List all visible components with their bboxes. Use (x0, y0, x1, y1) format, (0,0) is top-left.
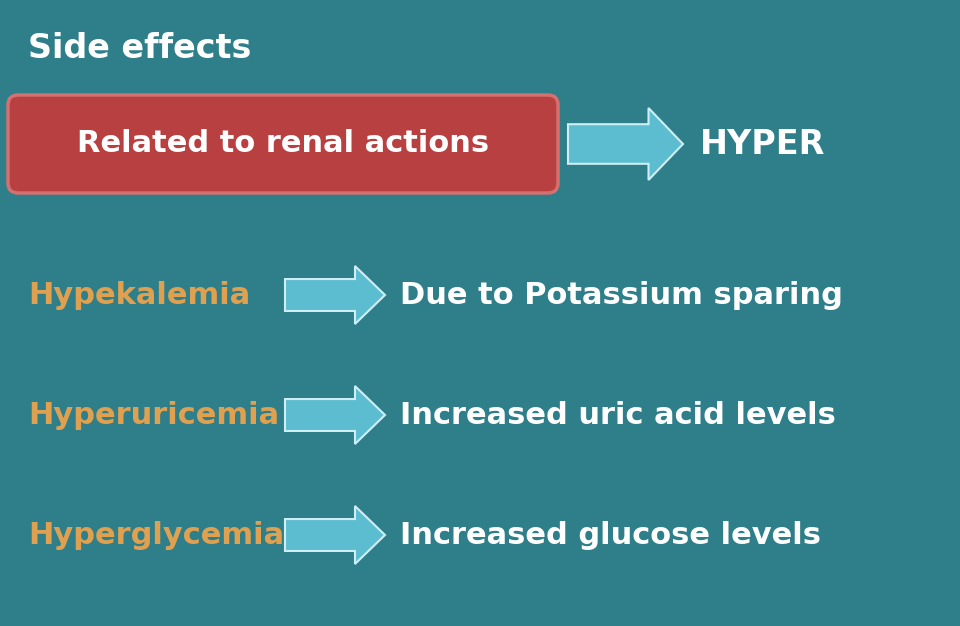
Polygon shape (568, 108, 683, 180)
Text: Increased uric acid levels: Increased uric acid levels (400, 401, 836, 429)
Text: Hypekalemia: Hypekalemia (28, 280, 251, 309)
Polygon shape (285, 386, 385, 444)
Text: HYPER: HYPER (700, 128, 826, 160)
Text: Increased glucose levels: Increased glucose levels (400, 520, 821, 550)
Text: Side effects: Side effects (28, 31, 252, 64)
Text: Due to Potassium sparing: Due to Potassium sparing (400, 280, 843, 309)
FancyBboxPatch shape (8, 95, 558, 193)
Text: Hyperuricemia: Hyperuricemia (28, 401, 279, 429)
Polygon shape (285, 266, 385, 324)
Text: Related to renal actions: Related to renal actions (77, 130, 489, 158)
Polygon shape (285, 506, 385, 564)
Text: Hyperglycemia: Hyperglycemia (28, 520, 284, 550)
